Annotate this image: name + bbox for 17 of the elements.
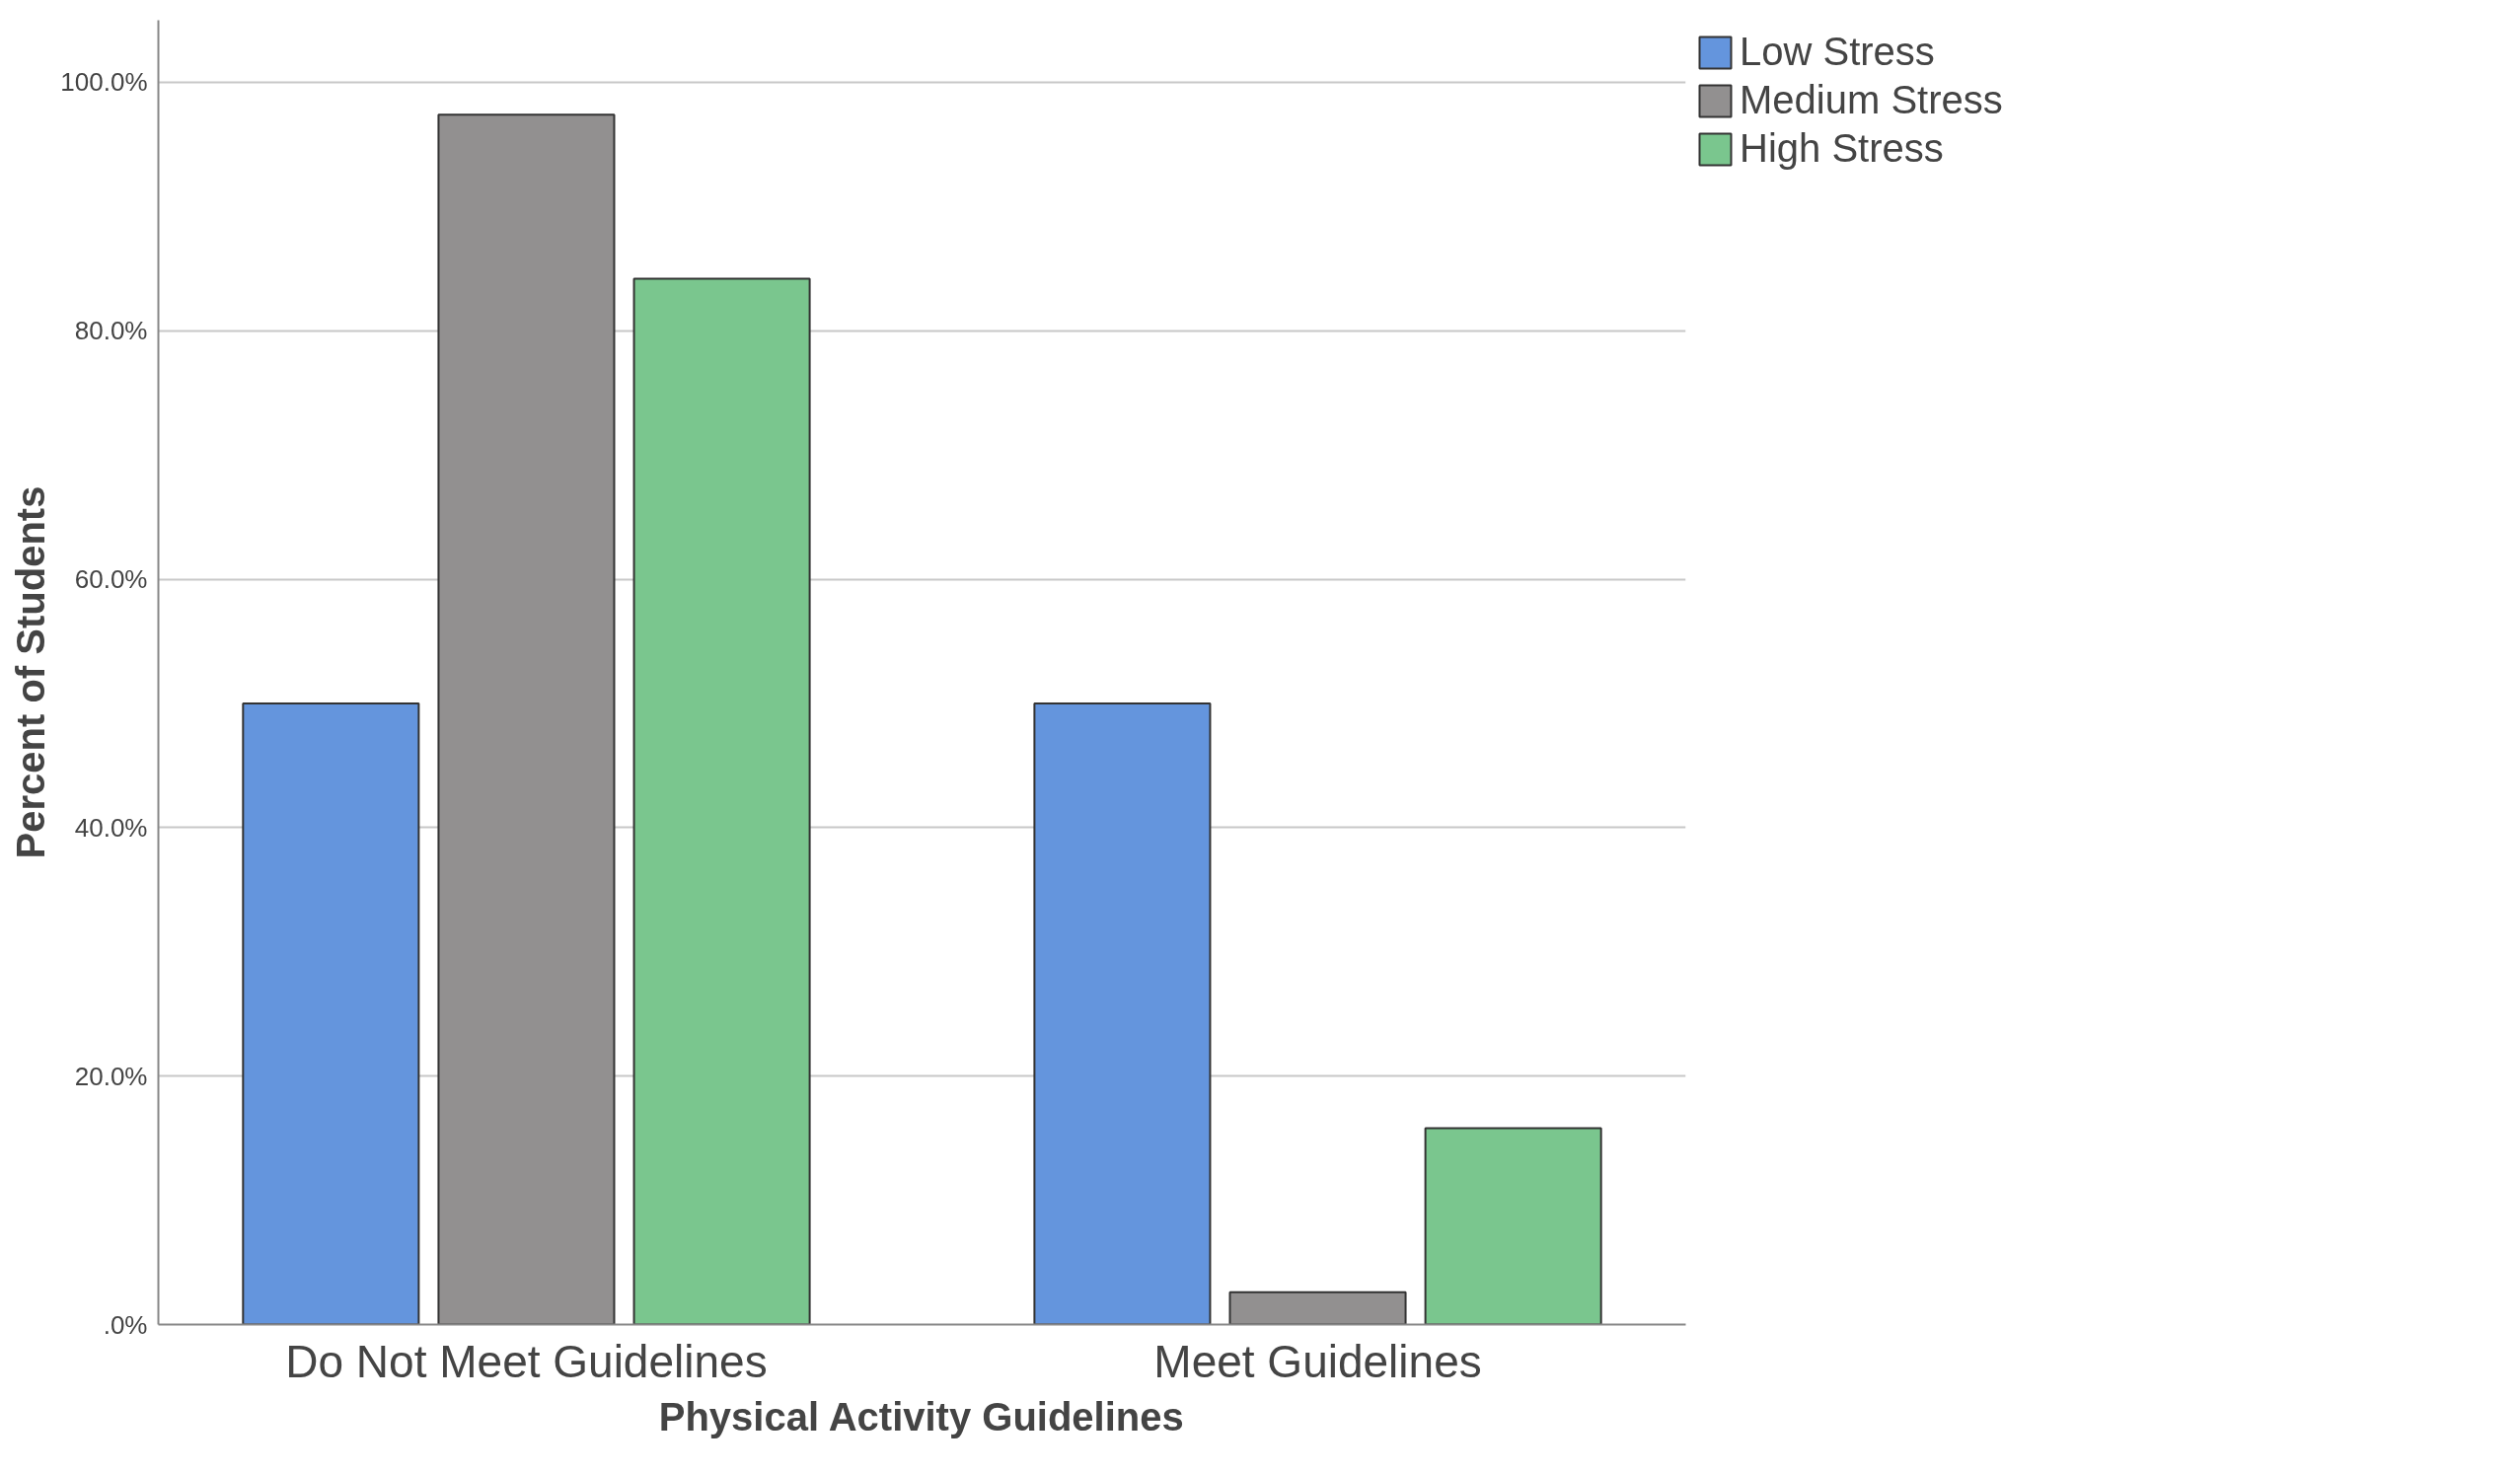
- x-tick-label: Meet Guidelines: [1153, 1335, 1482, 1387]
- legend-label: Low Stress: [1740, 30, 1935, 74]
- x-axis-title: Physical Activity Guidelines: [658, 1394, 1184, 1438]
- y-tick-label: 100.0%: [60, 67, 148, 98]
- y-tick-label: .0%: [103, 1309, 148, 1340]
- bar: [1424, 1127, 1602, 1325]
- y-tick-label: 60.0%: [74, 564, 148, 595]
- x-tick-label: Do Not Meet Guidelines: [285, 1335, 768, 1387]
- y-tick-label: 20.0%: [74, 1061, 148, 1091]
- bar: [242, 701, 420, 1325]
- legend-label: High Stress: [1740, 126, 1944, 171]
- bar: [1033, 701, 1212, 1325]
- y-tick-label: 40.0%: [74, 812, 148, 843]
- y-tick-label: 80.0%: [74, 316, 148, 346]
- legend-label: Medium Stress: [1740, 78, 2003, 122]
- y-axis-title: Percent of Students: [9, 485, 53, 859]
- bar: [632, 277, 811, 1325]
